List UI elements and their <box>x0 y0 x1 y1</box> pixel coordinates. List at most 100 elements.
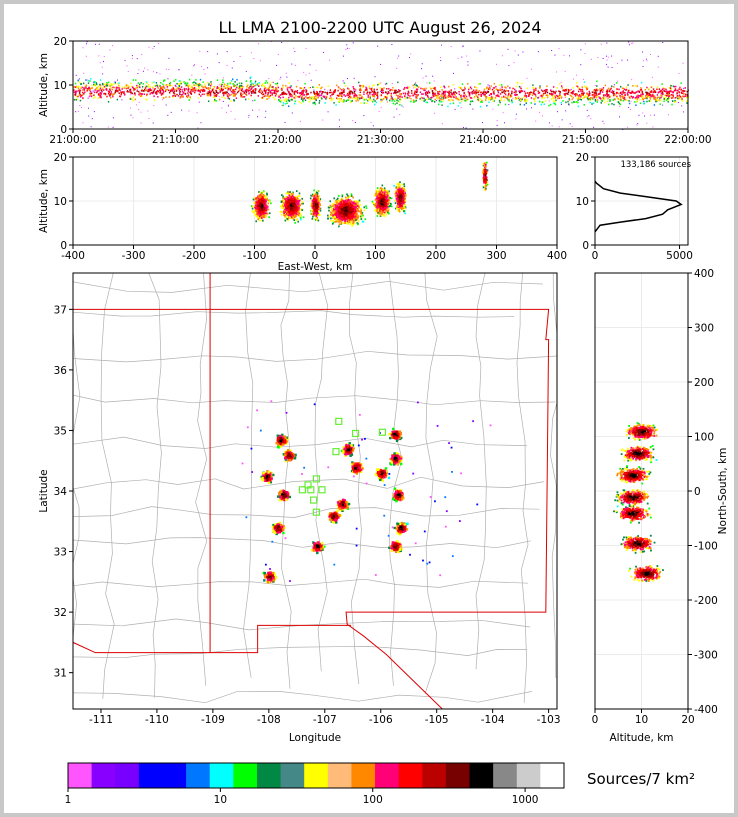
time-height-source-point <box>220 88 223 91</box>
time-height-source-point <box>374 93 377 95</box>
time-height-source-point <box>146 89 148 91</box>
time-height-source-point <box>333 90 335 93</box>
time-height-source-point <box>285 84 287 87</box>
time-height-source-point <box>240 92 242 95</box>
time-height-source-point <box>510 95 513 97</box>
time-height-source-point <box>276 90 279 93</box>
time-height-source-point <box>165 84 168 86</box>
ew-height-source-point <box>255 206 258 209</box>
time-height-source-point <box>600 102 602 104</box>
time-height-source-point <box>302 94 304 96</box>
time-height-source-point <box>645 58 647 60</box>
time-height-source-point <box>253 58 255 60</box>
time-height-source-point <box>99 86 101 89</box>
time-height-source-point <box>252 89 255 91</box>
time-height-source-point <box>343 90 345 93</box>
time-height-source-point <box>515 90 517 92</box>
time-height-source-point <box>531 107 533 109</box>
time-height-source-point <box>631 91 634 94</box>
time-height-source-point <box>524 92 527 95</box>
time-height-source-point <box>92 97 95 99</box>
ew-height-source-point <box>262 196 264 199</box>
time-height-source-point <box>623 88 626 91</box>
time-height-source-point <box>301 90 303 92</box>
time-height-source-point <box>613 86 615 88</box>
ew-height-source-point <box>332 205 334 208</box>
time-height-source-point <box>175 78 177 81</box>
time-height-source-point <box>631 42 633 44</box>
time-height-source-point <box>632 96 634 98</box>
time-height-source-point <box>222 88 224 91</box>
ew-height-source-point <box>358 200 361 203</box>
time-height-source-point <box>284 121 286 123</box>
time-height-source-point <box>132 79 135 81</box>
time-height-source-point <box>126 84 128 87</box>
time-height-source-point <box>552 86 555 88</box>
time-height-source-point <box>582 93 584 96</box>
time-height-source-point <box>567 103 570 105</box>
ew-height-source-point <box>315 204 318 207</box>
time-height-source-point <box>139 92 141 95</box>
time-height-source-point <box>101 90 103 93</box>
time-height-source-point <box>686 102 688 104</box>
time-height-source-point <box>472 108 474 110</box>
time-height-source-point <box>108 84 111 86</box>
time-height-source-point <box>533 88 535 91</box>
ew-height-ytick-label: 10 <box>54 196 67 208</box>
time-height-source-point <box>622 97 624 100</box>
ew-height-source-point <box>314 218 317 221</box>
time-height-source-point <box>501 96 503 99</box>
time-height-source-point <box>313 93 316 95</box>
time-height-source-point <box>265 87 267 89</box>
time-height-source-point <box>133 93 135 95</box>
time-height-source-point <box>546 89 548 91</box>
ew-height-source-point <box>283 209 285 212</box>
time-height-source-point <box>137 85 140 87</box>
time-height-source-point <box>248 114 250 116</box>
time-height-source-point <box>593 102 595 104</box>
time-height-source-point <box>343 99 345 101</box>
time-height-xtick-label: 21:40:00 <box>459 134 506 146</box>
time-height-source-point <box>498 99 501 102</box>
time-height-source-point <box>275 91 277 93</box>
time-height-source-point <box>98 88 100 91</box>
time-height-source-point <box>516 93 518 96</box>
time-height-source-point <box>390 88 392 91</box>
time-height-source-point <box>518 99 521 101</box>
time-height-source-point <box>198 82 201 85</box>
time-height-source-point <box>496 120 498 122</box>
time-height-source-point <box>254 82 256 84</box>
time-height-source-point <box>463 89 465 91</box>
time-height-source-point <box>172 88 174 91</box>
time-height-source-point <box>123 91 125 94</box>
time-height-source-point <box>291 112 293 114</box>
ew-height-xtick-label: -300 <box>122 250 146 262</box>
time-height-source-point <box>543 89 546 92</box>
time-height-source-point <box>299 120 301 122</box>
time-height-source-point <box>280 99 282 101</box>
ew-height-source-point <box>300 202 303 205</box>
time-height-source-point <box>557 111 559 113</box>
time-height-source-point <box>353 92 355 94</box>
time-height-source-point <box>571 92 573 95</box>
time-height-source-point <box>515 94 517 96</box>
time-height-source-point <box>659 98 661 101</box>
time-height-source-point <box>153 89 155 92</box>
time-height-source-point <box>559 83 561 85</box>
time-height-source-point <box>551 125 553 127</box>
time-height-source-point <box>652 93 654 96</box>
time-height-source-point <box>132 87 135 89</box>
time-height-source-point <box>294 102 296 105</box>
time-height-source-point <box>614 98 616 101</box>
time-height-source-point <box>95 82 98 84</box>
time-height-source-point <box>330 91 332 94</box>
time-height-source-point <box>110 92 112 95</box>
time-height-source-point <box>458 93 461 96</box>
time-height-source-point <box>533 99 536 101</box>
time-height-source-point <box>377 96 379 98</box>
ew-height-source-point <box>360 207 362 210</box>
time-height-source-point <box>173 90 176 93</box>
time-height-source-point <box>284 92 287 95</box>
time-height-source-point <box>575 74 577 76</box>
ew-height-source-point <box>266 212 269 215</box>
